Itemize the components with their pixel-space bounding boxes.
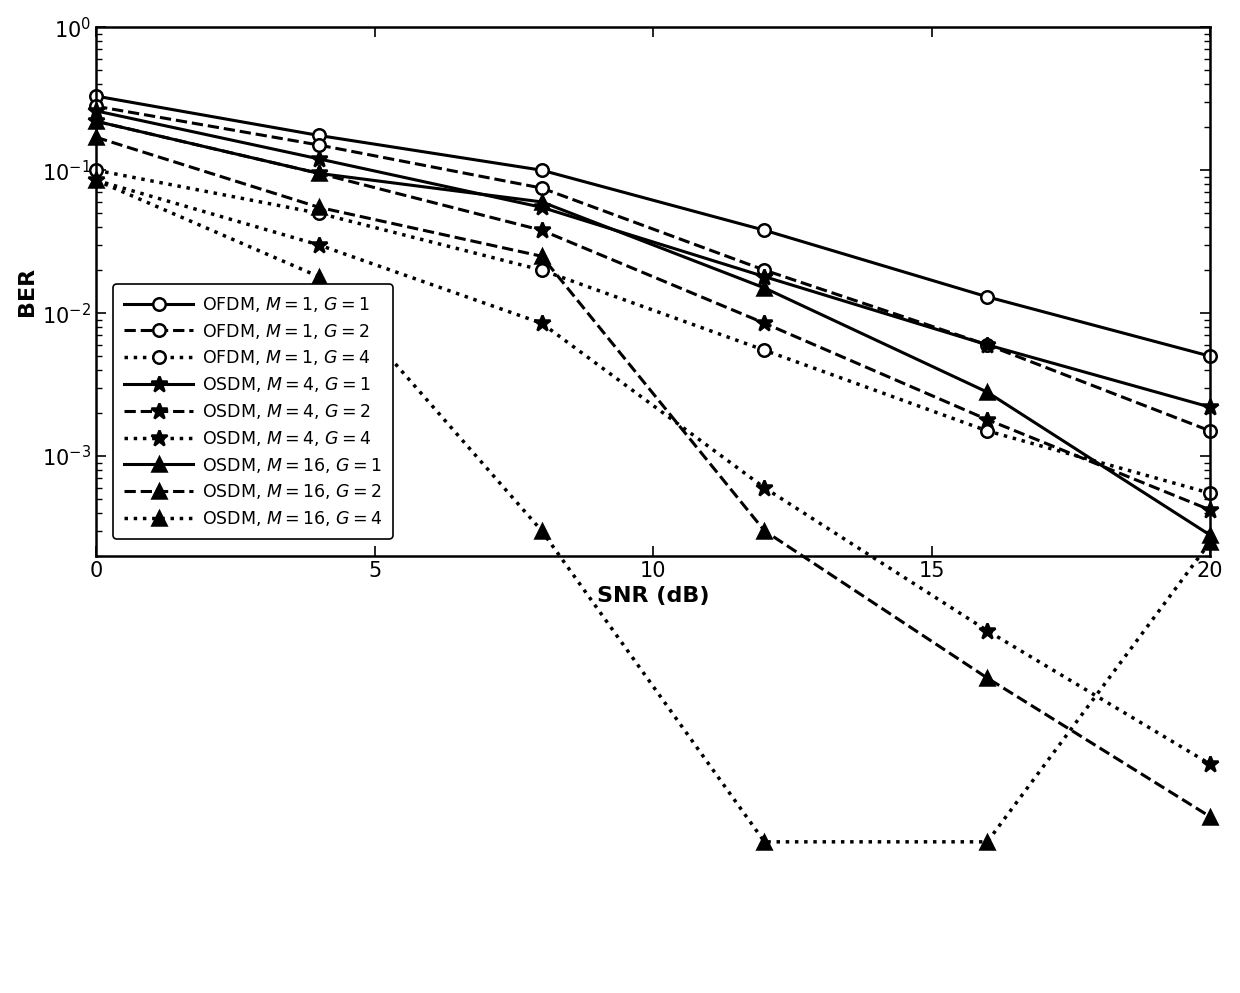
OSDM, $M = 16$, $G = 4$ [980, 836, 994, 848]
OSDM, $M = 4$, $G = 2$ [1203, 504, 1218, 516]
OFDM, $M = 1$, $G = 4$ [311, 208, 326, 219]
OSDM, $M = 16$, $G = 2$ [758, 525, 773, 537]
Line: OFDM, $M = 1$, $G = 1$: OFDM, $M = 1$, $G = 1$ [89, 89, 1216, 362]
OFDM, $M = 1$, $G = 2$ [89, 100, 104, 112]
OSDM, $M = 4$, $G = 4$ [758, 482, 773, 494]
OSDM, $M = 4$, $G = 1$ [758, 271, 773, 283]
OSDM, $M = 16$, $G = 4$ [1203, 536, 1218, 548]
OFDM, $M = 1$, $G = 4$ [89, 164, 104, 176]
Line: OSDM, $M = 16$, $G = 2$: OSDM, $M = 16$, $G = 2$ [89, 130, 1216, 823]
OFDM, $M = 1$, $G = 4$ [758, 345, 773, 356]
OSDM, $M = 16$, $G = 4$ [89, 175, 104, 187]
OSDM, $M = 4$, $G = 2$ [311, 168, 326, 180]
OSDM, $M = 4$, $G = 1$ [89, 105, 104, 117]
OSDM, $M = 16$, $G = 2$ [1203, 810, 1218, 822]
Line: OSDM, $M = 16$, $G = 4$: OSDM, $M = 16$, $G = 4$ [89, 174, 1216, 849]
Line: OSDM, $M = 4$, $G = 2$: OSDM, $M = 4$, $G = 2$ [88, 113, 1219, 518]
OSDM, $M = 16$, $G = 2$ [311, 202, 326, 213]
OFDM, $M = 1$, $G = 1$ [89, 90, 104, 102]
OFDM, $M = 1$, $G = 2$ [1203, 425, 1218, 437]
Legend: OFDM, $M = 1$, $G = 1$, OFDM, $M = 1$, $G = 2$, OFDM, $M = 1$, $G = 4$, OSDM, $M: OFDM, $M = 1$, $G = 1$, OFDM, $M = 1$, $… [114, 284, 393, 538]
Line: OSDM, $M = 16$, $G = 1$: OSDM, $M = 16$, $G = 1$ [89, 114, 1216, 542]
OFDM, $M = 1$, $G = 1$ [311, 129, 326, 141]
OFDM, $M = 1$, $G = 2$ [534, 182, 549, 194]
OSDM, $M = 4$, $G = 2$ [89, 115, 104, 127]
Line: OSDM, $M = 4$, $G = 4$: OSDM, $M = 4$, $G = 4$ [88, 172, 1219, 773]
OSDM, $M = 4$, $G = 4$ [1203, 758, 1218, 770]
OSDM, $M = 16$, $G = 2$ [980, 672, 994, 684]
OSDM, $M = 4$, $G = 4$ [311, 239, 326, 251]
OFDM, $M = 1$, $G = 1$ [758, 224, 773, 236]
OSDM, $M = 4$, $G = 2$ [758, 317, 773, 329]
OSDM, $M = 4$, $G = 4$ [980, 625, 994, 637]
OSDM, $M = 4$, $G = 2$ [534, 224, 549, 236]
OSDM, $M = 16$, $G = 4$ [758, 836, 773, 848]
OSDM, $M = 16$, $G = 1$ [89, 115, 104, 127]
OSDM, $M = 4$, $G = 1$ [1203, 401, 1218, 413]
OSDM, $M = 16$, $G = 4$ [311, 271, 326, 283]
OSDM, $M = 4$, $G = 2$ [980, 414, 994, 426]
OSDM, $M = 16$, $G = 1$ [311, 168, 326, 180]
Line: OSDM, $M = 4$, $G = 1$: OSDM, $M = 4$, $G = 1$ [88, 102, 1219, 415]
OFDM, $M = 1$, $G = 2$ [758, 264, 773, 276]
OFDM, $M = 1$, $G = 1$ [980, 291, 994, 303]
OSDM, $M = 16$, $G = 2$ [89, 131, 104, 143]
OSDM, $M = 16$, $G = 1$ [534, 196, 549, 208]
OFDM, $M = 1$, $G = 2$ [980, 339, 994, 351]
X-axis label: SNR (dB): SNR (dB) [596, 587, 709, 607]
Line: OFDM, $M = 1$, $G = 2$: OFDM, $M = 1$, $G = 2$ [89, 100, 1216, 437]
OSDM, $M = 4$, $G = 1$ [980, 339, 994, 351]
OSDM, $M = 4$, $G = 1$ [534, 202, 549, 213]
OFDM, $M = 1$, $G = 4$ [1203, 488, 1218, 499]
OSDM, $M = 4$, $G = 4$ [534, 317, 549, 329]
OFDM, $M = 1$, $G = 4$ [534, 264, 549, 276]
OFDM, $M = 1$, $G = 2$ [311, 139, 326, 151]
OFDM, $M = 1$, $G = 1$ [1203, 351, 1218, 362]
OFDM, $M = 1$, $G = 4$ [980, 425, 994, 437]
OFDM, $M = 1$, $G = 1$ [534, 164, 549, 176]
Line: OFDM, $M = 1$, $G = 4$: OFDM, $M = 1$, $G = 4$ [89, 164, 1216, 499]
OSDM, $M = 16$, $G = 1$ [980, 386, 994, 398]
OSDM, $M = 4$, $G = 1$ [311, 153, 326, 165]
Y-axis label: BER: BER [16, 267, 37, 316]
OSDM, $M = 16$, $G = 1$ [1203, 529, 1218, 541]
OSDM, $M = 16$, $G = 2$ [534, 250, 549, 262]
OSDM, $M = 16$, $G = 4$ [534, 525, 549, 537]
OSDM, $M = 16$, $G = 1$ [758, 282, 773, 294]
OSDM, $M = 4$, $G = 4$ [89, 175, 104, 187]
